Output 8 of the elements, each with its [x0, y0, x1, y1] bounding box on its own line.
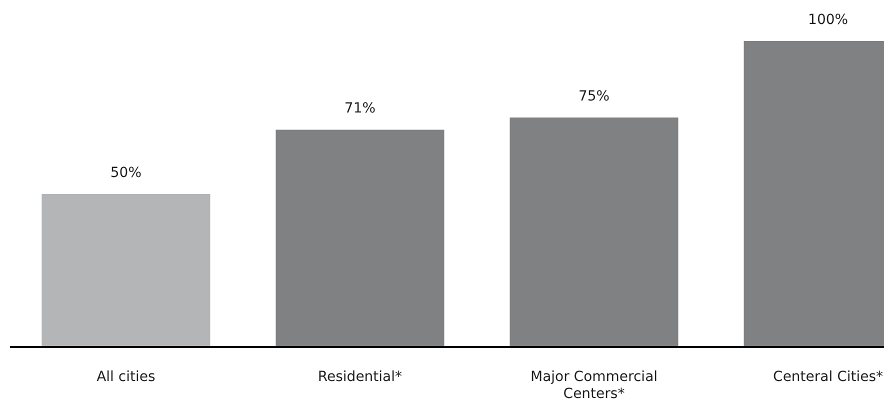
x-tick-label: All cities: [96, 369, 156, 385]
x-tick-label: Residential*: [318, 369, 402, 385]
x-tick-label: Centeral Cities*: [773, 369, 884, 385]
data-label: 50%: [110, 165, 142, 181]
x-tick-label: Major Commercial Centers*: [530, 369, 658, 402]
data-label: 71%: [344, 100, 376, 117]
data-label: 75%: [578, 88, 610, 104]
data-label: 100%: [808, 12, 848, 28]
